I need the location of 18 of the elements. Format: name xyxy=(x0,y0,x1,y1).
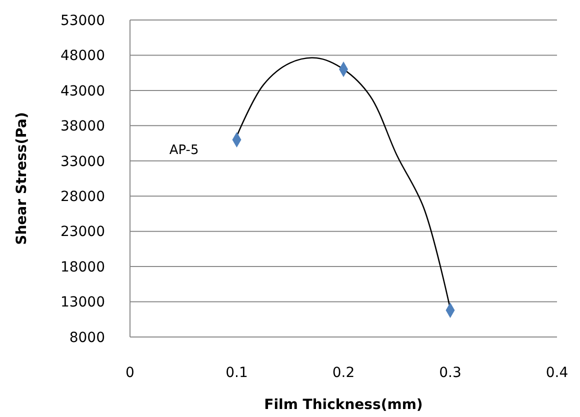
y-tick-label: 43000 xyxy=(60,83,105,100)
x-axis-title: Film Thickness(mm) xyxy=(264,397,423,413)
x-tick-label: 0 xyxy=(126,365,134,381)
x-tick-label: 0.2 xyxy=(332,365,355,381)
x-tick-label: 0.3 xyxy=(439,365,462,381)
x-tick-label: 0.1 xyxy=(226,365,248,381)
x-tick-label: 0.4 xyxy=(546,365,568,381)
y-tick-label: 28000 xyxy=(60,189,105,206)
y-tick-label: 8000 xyxy=(69,330,105,346)
y-tick-label: 23000 xyxy=(60,224,105,240)
y-tick-label: 48000 xyxy=(60,48,105,64)
y-tick-label: 53000 xyxy=(60,12,105,29)
y-tick-label: 13000 xyxy=(60,294,105,311)
y-tick-label: 18000 xyxy=(60,259,105,276)
y-tick-label: 33000 xyxy=(60,154,105,170)
text: AP-5 xyxy=(169,142,199,158)
y-tick-label: 38000 xyxy=(60,118,105,135)
y-axis-title: Shear Stress(Pa) xyxy=(14,112,30,245)
